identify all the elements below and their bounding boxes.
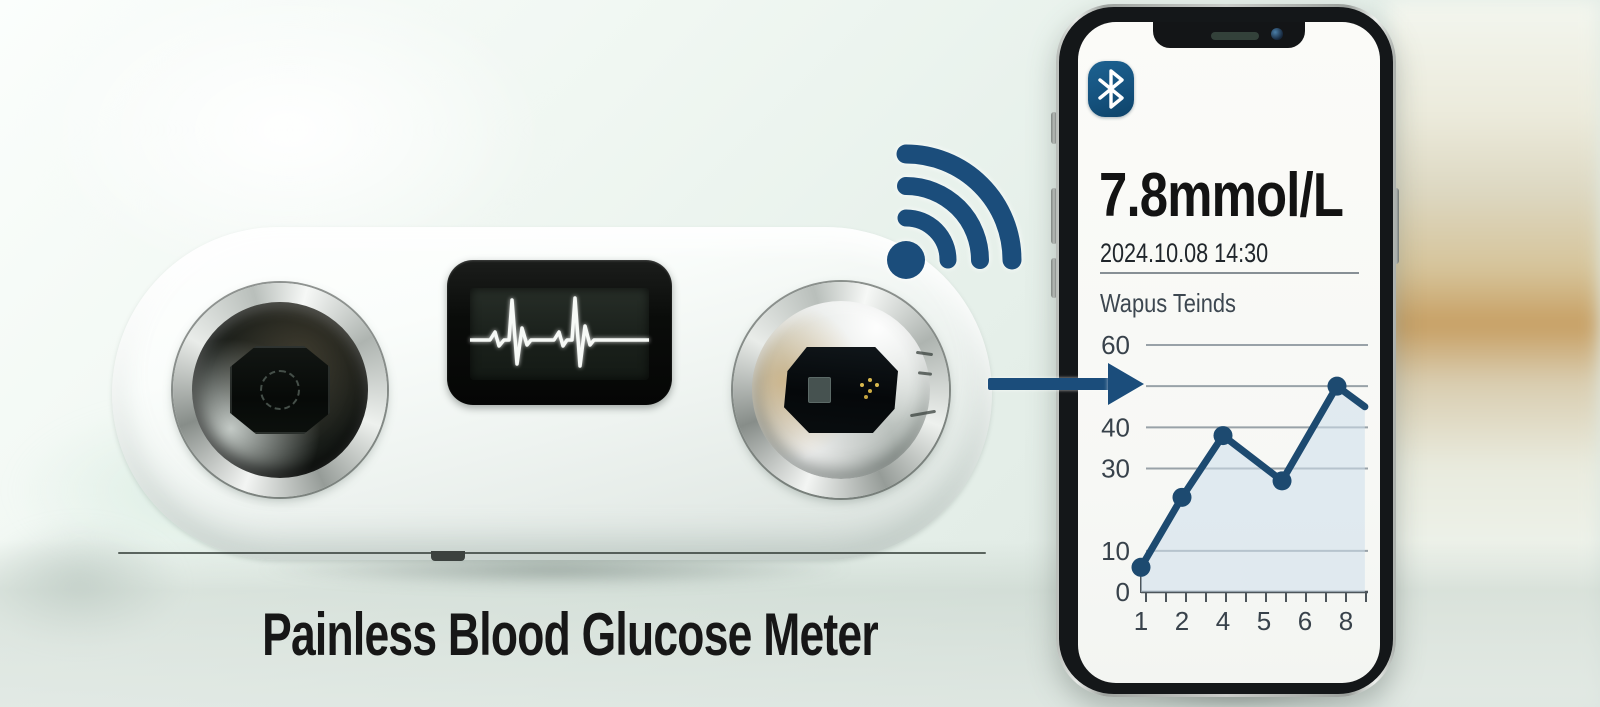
reading-timestamp: 2024.10.08 14:30 bbox=[1100, 238, 1269, 268]
chart-title: Wapus Teinds bbox=[1100, 288, 1236, 318]
svg-text:2: 2 bbox=[1175, 606, 1189, 636]
right-sensor-aperture bbox=[784, 347, 898, 433]
left-sensor-aperture bbox=[230, 346, 330, 434]
svg-text:8: 8 bbox=[1339, 606, 1353, 636]
phone-volume-button bbox=[1051, 188, 1057, 244]
phone-volume-button bbox=[1051, 258, 1057, 298]
svg-text:60: 60 bbox=[1101, 330, 1130, 360]
phone-notch bbox=[1153, 22, 1305, 48]
svg-text:40: 40 bbox=[1101, 412, 1130, 442]
svg-text:30: 30 bbox=[1101, 454, 1130, 484]
data-transfer-arrow-head bbox=[1108, 363, 1144, 405]
device-bottom-seam bbox=[118, 552, 986, 554]
left-sensor-center-icon bbox=[260, 370, 300, 410]
svg-text:4: 4 bbox=[1216, 606, 1230, 636]
svg-text:10: 10 bbox=[1101, 536, 1130, 566]
right-sensor-glass bbox=[752, 301, 930, 479]
smartphone: 7.8mmol/L 2024.10.08 14:30 Wapus Teinds … bbox=[1056, 4, 1396, 697]
phone-power-button bbox=[1393, 188, 1399, 264]
bluetooth-icon bbox=[1088, 61, 1134, 117]
phone-bezel: 7.8mmol/L 2024.10.08 14:30 Wapus Teinds … bbox=[1059, 7, 1393, 694]
data-transfer-arrow bbox=[988, 378, 1110, 390]
sensor-chip bbox=[808, 377, 831, 403]
glucose-reading: 7.8mmol/L bbox=[1099, 161, 1344, 230]
glucose-trend-chart: 60 40 30 10 0 1 2 4 5 6 8 bbox=[1080, 322, 1378, 644]
sensor-contact-dots bbox=[860, 383, 864, 387]
right-sensor bbox=[733, 282, 949, 498]
ecg-waveform-icon bbox=[470, 296, 649, 368]
device-display bbox=[447, 260, 672, 405]
earpiece-speaker bbox=[1211, 32, 1259, 40]
svg-text:1: 1 bbox=[1134, 606, 1148, 636]
phone-screen: 7.8mmol/L 2024.10.08 14:30 Wapus Teinds … bbox=[1078, 22, 1380, 683]
svg-text:0: 0 bbox=[1116, 577, 1130, 607]
device-screen bbox=[470, 288, 649, 380]
divider bbox=[1100, 272, 1359, 274]
product-caption: Painless Blood Glucose Meter bbox=[262, 601, 879, 668]
svg-text:5: 5 bbox=[1257, 606, 1271, 636]
wifi-signal-icon bbox=[887, 144, 1022, 279]
device-foot bbox=[431, 551, 465, 561]
left-sensor-glass bbox=[192, 302, 368, 478]
front-camera bbox=[1271, 28, 1283, 40]
svg-text:6: 6 bbox=[1298, 606, 1312, 636]
left-sensor bbox=[173, 283, 387, 497]
phone-mute-switch bbox=[1051, 112, 1057, 144]
